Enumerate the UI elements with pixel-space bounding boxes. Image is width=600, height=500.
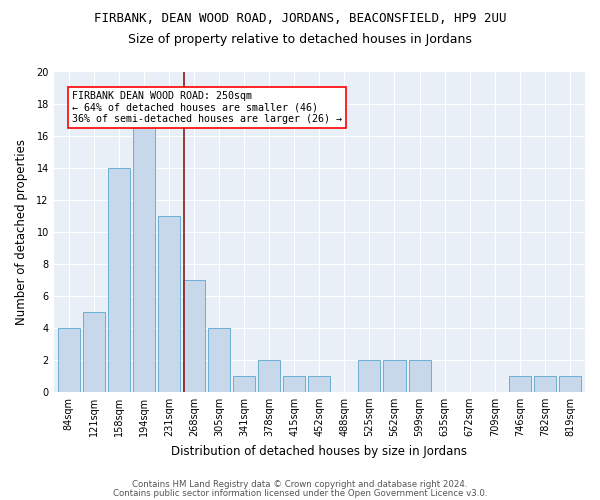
- X-axis label: Distribution of detached houses by size in Jordans: Distribution of detached houses by size …: [171, 444, 467, 458]
- Bar: [158, 216, 180, 392]
- Bar: [308, 376, 331, 392]
- Bar: [283, 376, 305, 392]
- Text: Contains public sector information licensed under the Open Government Licence v3: Contains public sector information licen…: [113, 488, 487, 498]
- Bar: [358, 360, 380, 392]
- Bar: [509, 376, 531, 392]
- Bar: [83, 312, 105, 392]
- Bar: [559, 376, 581, 392]
- Bar: [409, 360, 431, 392]
- Text: FIRBANK, DEAN WOOD ROAD, JORDANS, BEACONSFIELD, HP9 2UU: FIRBANK, DEAN WOOD ROAD, JORDANS, BEACON…: [94, 12, 506, 26]
- Bar: [183, 280, 205, 392]
- Bar: [208, 328, 230, 392]
- Bar: [383, 360, 406, 392]
- Text: Size of property relative to detached houses in Jordans: Size of property relative to detached ho…: [128, 32, 472, 46]
- Bar: [58, 328, 80, 392]
- Bar: [133, 120, 155, 392]
- Bar: [258, 360, 280, 392]
- Y-axis label: Number of detached properties: Number of detached properties: [15, 138, 28, 324]
- Text: Contains HM Land Registry data © Crown copyright and database right 2024.: Contains HM Land Registry data © Crown c…: [132, 480, 468, 489]
- Bar: [534, 376, 556, 392]
- Bar: [108, 168, 130, 392]
- Text: FIRBANK DEAN WOOD ROAD: 250sqm
← 64% of detached houses are smaller (46)
36% of : FIRBANK DEAN WOOD ROAD: 250sqm ← 64% of …: [73, 90, 343, 124]
- Bar: [233, 376, 255, 392]
